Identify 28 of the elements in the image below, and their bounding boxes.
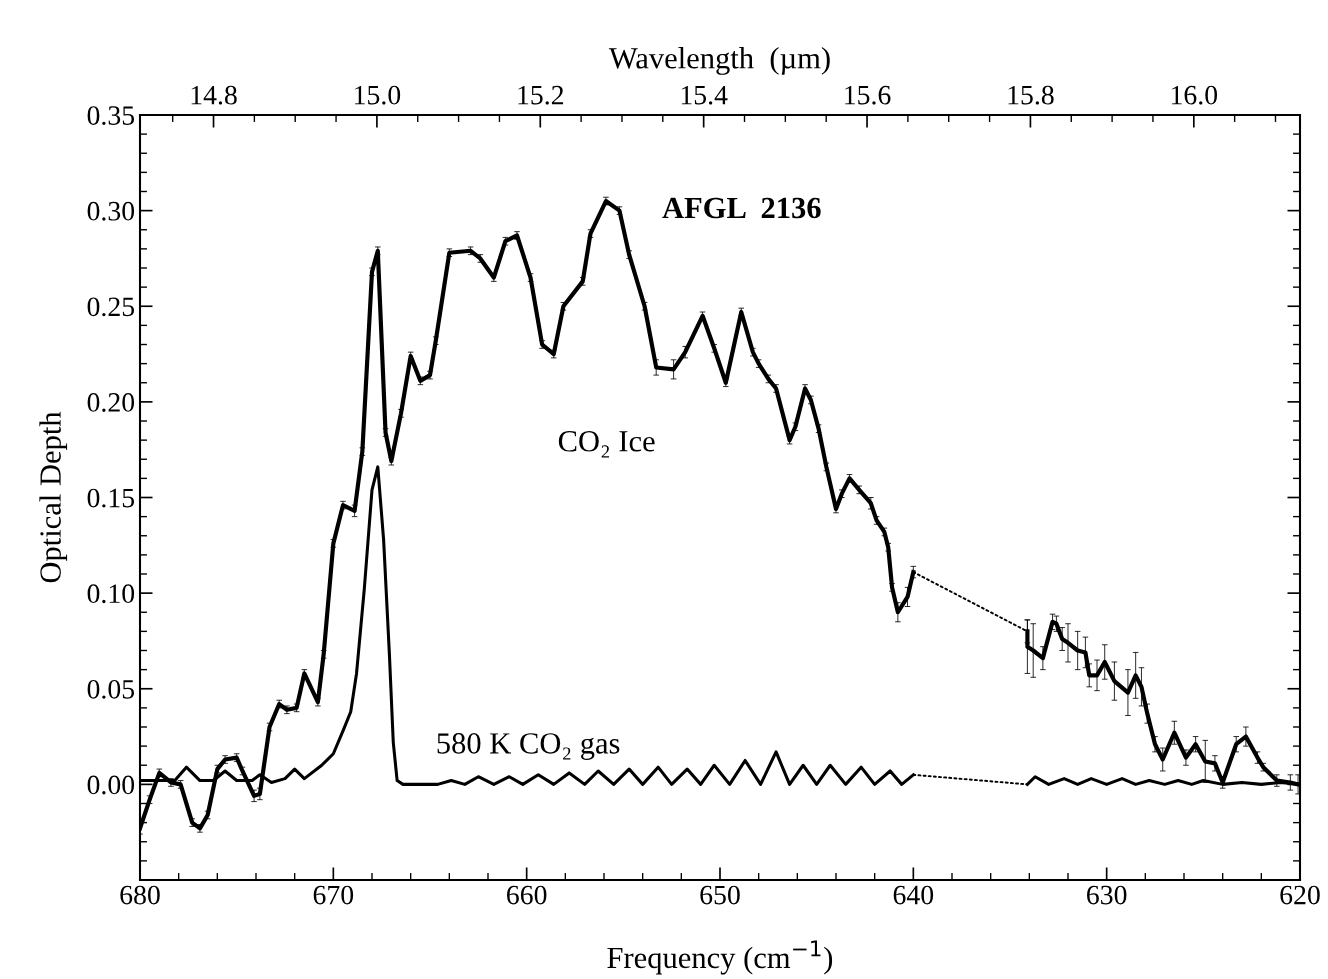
x2-tick-label: 15.0	[355, 85, 401, 105]
y-tick-label: 0.10	[87, 584, 135, 604]
x-tick-label: 660	[507, 885, 547, 905]
x-tick-label: 630	[1087, 885, 1127, 905]
y-axis-title: Optical Depth	[39, 411, 68, 583]
text: CO₂ Ice	[558, 431, 655, 458]
x2-tick-label: 16.0	[1171, 85, 1218, 105]
x2-tick-label: 15.6	[845, 85, 891, 105]
series-label: 580 K CO₂ gas	[437, 733, 620, 760]
y-tick-label: 0.05	[87, 679, 135, 699]
text: AFGL 2136	[662, 197, 821, 219]
y-tick-label: 0.30	[87, 201, 135, 221]
y-tick-label: 0.15	[87, 488, 135, 508]
x2-tick-label: 15.4	[681, 85, 728, 105]
y-tick-label: 0.25	[87, 297, 135, 317]
x2-tick-label: 14.8	[191, 85, 237, 105]
x-tick-label: 680	[120, 885, 160, 905]
x-tick-label: 670	[313, 885, 354, 905]
x-axis-title: Frequency (cm$^{−1}$)	[607, 940, 833, 975]
x2-axis-title: Wavelength (µm)	[608, 47, 830, 75]
y-tick-label: 0.00	[87, 775, 135, 795]
x2-tick-label: 15.2	[518, 85, 564, 105]
y-tick-label: 0.35	[87, 106, 135, 126]
x-tick-label: 650	[700, 885, 740, 905]
x-tick-label: 620	[1280, 885, 1320, 905]
x-tick-label: 640	[893, 885, 934, 905]
y-tick-label: 0.20	[87, 393, 135, 412]
x2-tick-label: 15.8	[1008, 85, 1054, 105]
